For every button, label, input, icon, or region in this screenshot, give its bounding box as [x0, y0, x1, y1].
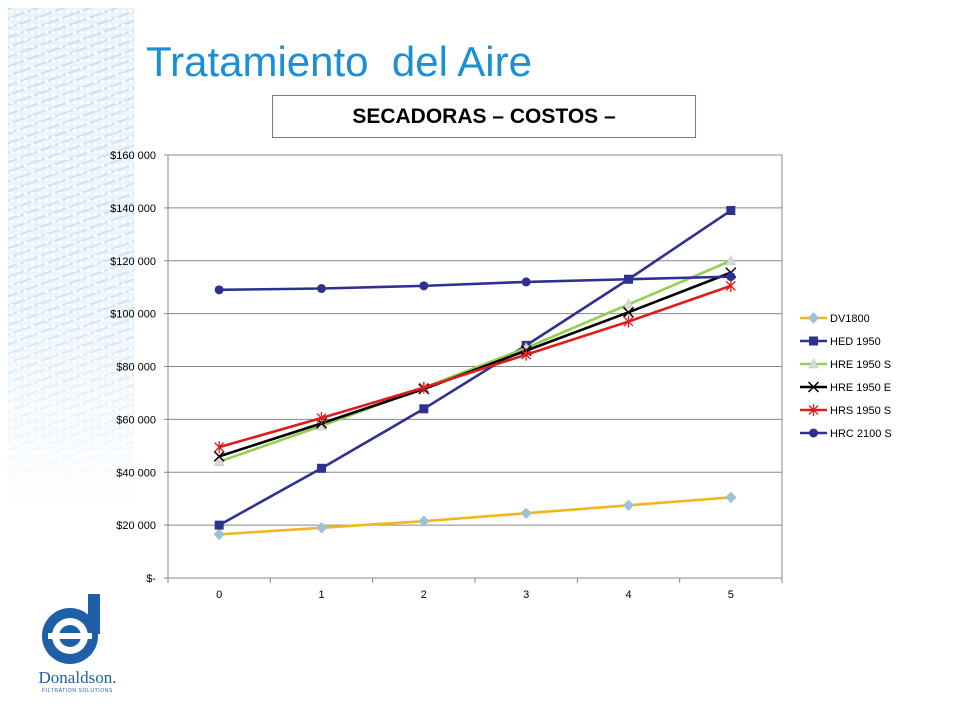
legend-marker-2 [808, 357, 819, 369]
donaldson-emblem-icon [42, 594, 100, 664]
legend-label-1: HED 1950 [830, 336, 881, 348]
data-point-0 [315, 522, 328, 534]
data-point-0 [520, 507, 532, 519]
legend-marker-0 [807, 312, 820, 324]
legend-label-3: HRE 1950 E [830, 382, 891, 394]
data-point-5 [419, 281, 429, 291]
x-tick-label: 2 [421, 589, 427, 601]
data-point-4 [316, 412, 327, 425]
legend-label-2: HRE 1950 S [830, 359, 891, 371]
data-point-2 [213, 455, 225, 466]
logo-tagline: FILTRATION SOLUTIONS [42, 688, 113, 694]
data-point-1 [726, 206, 736, 216]
data-point-4 [725, 279, 736, 292]
donaldson-logo: Donaldson. FILTRATION SOLUTIONS [30, 590, 125, 700]
legend-marker-1 [809, 336, 818, 346]
legend-label-4: HRS 1950 S [830, 405, 891, 417]
y-tick-label: $120 000 [110, 256, 156, 268]
x-tick-label: 1 [318, 589, 324, 601]
y-tick-label: $40 000 [116, 467, 156, 479]
data-point-4 [214, 441, 225, 454]
data-point-2 [623, 298, 634, 309]
data-point-5 [521, 277, 531, 287]
x-tick-label: 3 [523, 589, 529, 601]
data-point-4 [521, 348, 532, 361]
slide-title: Tratamiento del Aire [146, 38, 532, 85]
series-line-2 [218, 259, 732, 463]
y-tick-label: $80 000 [116, 362, 156, 374]
data-point-0 [418, 515, 430, 527]
subtitle-text: SECADORAS – COSTOS – [352, 104, 616, 128]
series-line-1 [218, 209, 732, 527]
legend-marker-5 [809, 428, 818, 438]
legend-label-0: DV1800 [830, 313, 870, 325]
y-tick-label: $20 000 [116, 520, 156, 532]
series-line-3 [218, 271, 732, 458]
series-line-5 [219, 275, 731, 292]
y-tick-label: $60 000 [116, 414, 156, 426]
data-point-3 [622, 306, 635, 318]
data-point-5 [214, 285, 224, 295]
series-line-4 [218, 284, 732, 449]
data-point-2 [725, 254, 737, 265]
y-tick-label: $160 000 [110, 150, 156, 162]
legend-marker-3 [807, 381, 820, 393]
y-tick-label: $- [146, 573, 156, 585]
data-point-4 [418, 381, 429, 394]
data-point-5 [726, 272, 736, 282]
legend-label-5: HRC 2100 S [830, 428, 892, 440]
y-tick-label: $100 000 [110, 309, 156, 321]
data-point-1 [419, 404, 429, 414]
data-point-0 [622, 499, 635, 512]
data-point-5 [317, 284, 326, 294]
y-tick-label: $140 000 [110, 203, 156, 215]
x-tick-label: 5 [728, 589, 734, 601]
data-point-1 [317, 463, 326, 473]
data-point-0 [725, 491, 737, 504]
x-tick-label: 0 [216, 589, 222, 601]
legend-marker-4 [808, 404, 819, 416]
series-line-0 [219, 496, 731, 536]
decorative-pattern-strip [8, 8, 134, 513]
data-point-4 [623, 315, 634, 328]
x-tick-label: 4 [625, 589, 631, 601]
data-point-0 [213, 528, 225, 541]
data-point-5 [624, 274, 633, 284]
data-point-3 [213, 450, 225, 462]
data-point-1 [214, 520, 224, 530]
logo-wordmark: Donaldson. [38, 668, 117, 687]
subtitle-box: SECADORAS – COSTOS – [272, 95, 696, 138]
